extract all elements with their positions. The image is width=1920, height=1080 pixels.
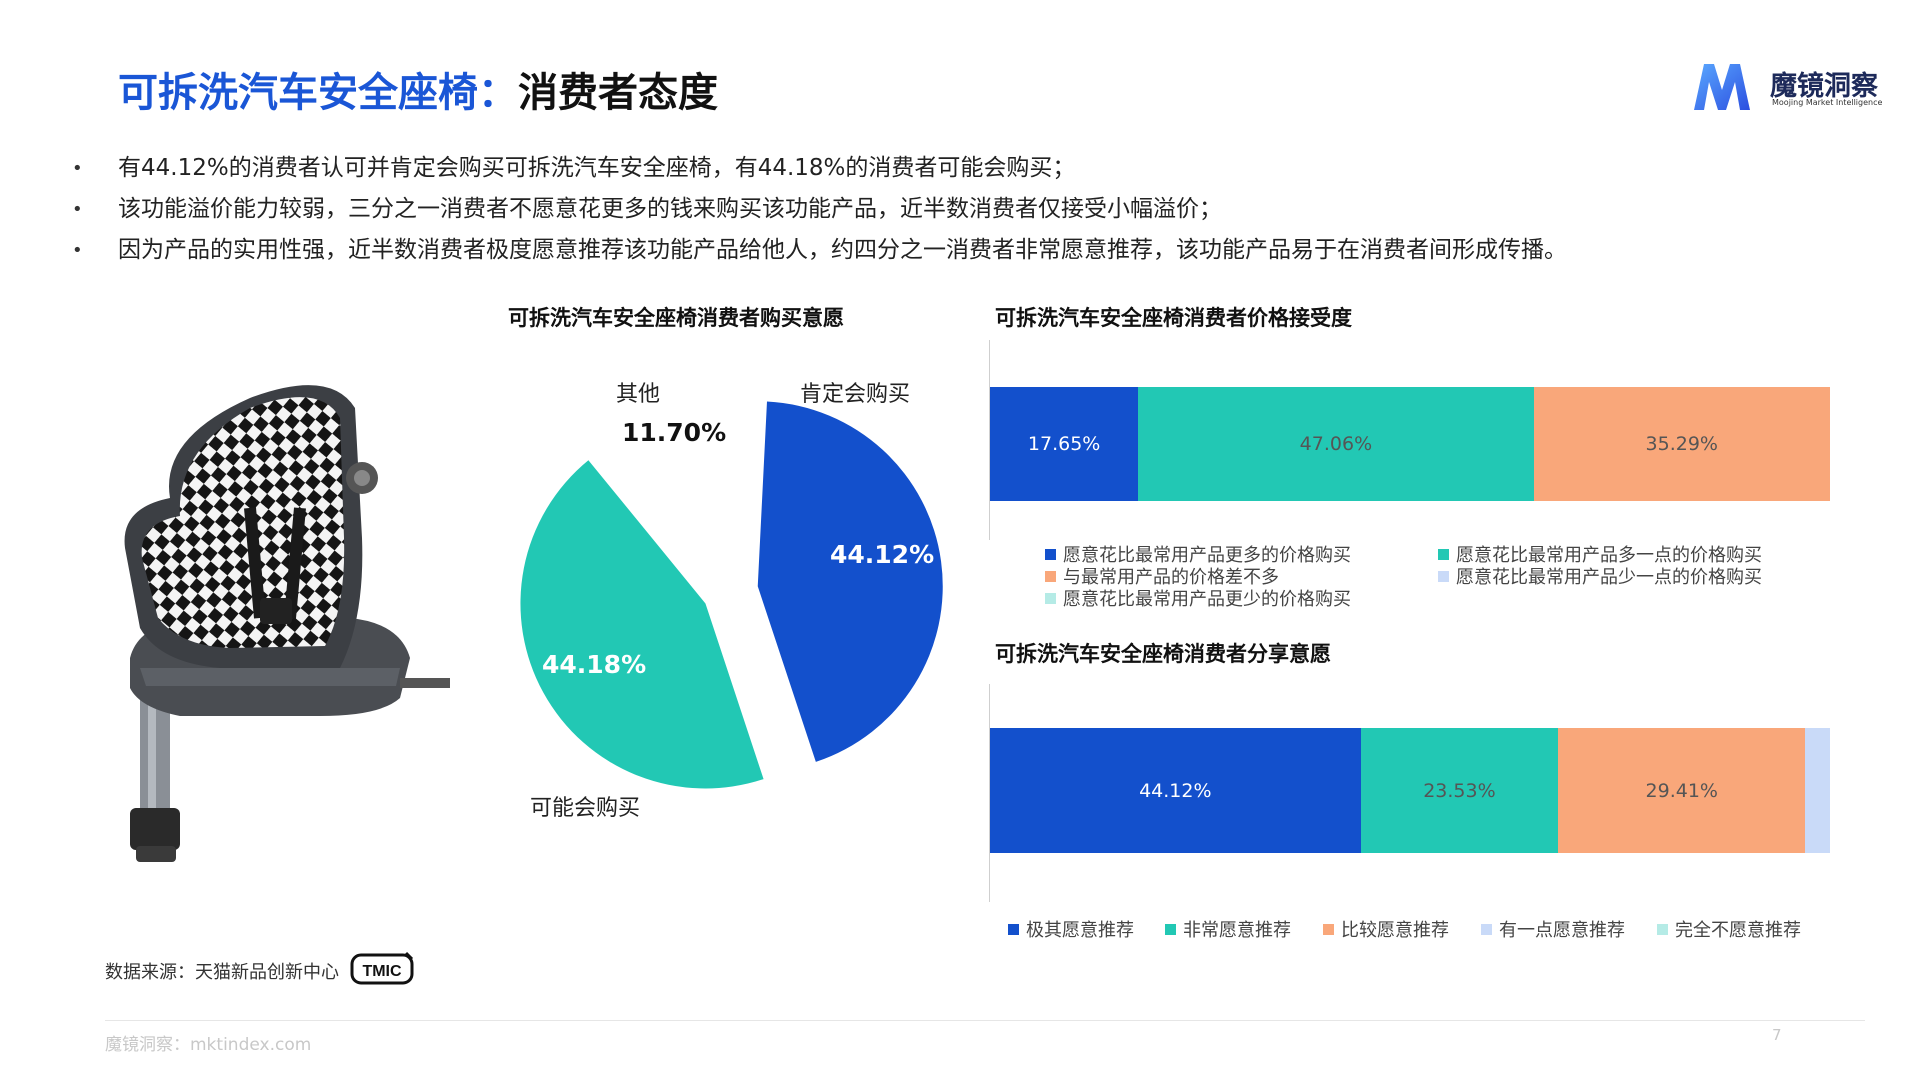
legend-swatch xyxy=(1045,570,1056,582)
share-bar-segment-4 xyxy=(1805,728,1830,853)
share-bar-segment-2: 23.53% xyxy=(1360,728,1559,853)
legend-swatch xyxy=(1323,923,1334,935)
logo-subtitle: Moojing Market Intelligence xyxy=(1772,98,1883,107)
bullet-item: 该功能溢价能力较弱，三分之一消费者不愿意花更多的钱来购买该功能产品，近半数消费者… xyxy=(70,189,1890,230)
pie-slice-name-maybe-buy: 可能会购买 xyxy=(530,796,641,821)
share-legend-item: 比较愿意推荐 xyxy=(1323,916,1449,942)
share-legend-item: 有一点愿意推荐 xyxy=(1481,916,1625,942)
share-bar-label-2: 23.53% xyxy=(1423,779,1496,802)
pie-slice-definitely-buy xyxy=(757,401,943,762)
price-bar-segment-2: 47.06% xyxy=(1138,387,1534,501)
price-bar-label-2: 47.06% xyxy=(1299,433,1373,455)
legend-swatch xyxy=(1008,923,1019,935)
purchase-intent-pie-chart xyxy=(520,378,943,789)
bullet-item: 因为产品的实用性强，近半数消费者极度愿意推荐该功能产品给他人，约四分之一消费者非… xyxy=(70,230,1890,271)
price-chart-title: 可拆洗汽车安全座椅消费者价格接受度 xyxy=(995,306,1352,330)
price-legend-item: 愿意花比最常用产品少一点的价格购买 xyxy=(1438,563,1762,589)
share-bar-label-3: 29.41% xyxy=(1645,779,1718,802)
car-seat-image xyxy=(124,385,450,862)
pie-value-other: 11.70% xyxy=(622,418,727,447)
legend-swatch xyxy=(1657,923,1668,935)
legend-swatch xyxy=(1165,923,1176,935)
page-title: 可拆洗汽车安全座椅：消费者态度 xyxy=(118,60,718,118)
share-willingness-stacked-bar: 44.12% 23.53% 29.41% xyxy=(990,728,1830,853)
pie-value-definitely-buy: 44.12% xyxy=(830,540,935,569)
legend-swatch xyxy=(1045,548,1056,560)
legend-label: 与最常用产品的价格差不多 xyxy=(1063,567,1279,588)
share-legend-item: 极其愿意推荐 xyxy=(1008,916,1134,942)
bullet-item: 有44.12%的消费者认可并肯定会购买可拆洗汽车安全座椅，有44.18%的消费者… xyxy=(70,148,1890,189)
legend-label: 极其愿意推荐 xyxy=(1026,920,1134,941)
pie-slice-name-definitely-buy: 肯定会购买 xyxy=(800,382,911,407)
legend-label: 愿意花比最常用产品更少的价格购买 xyxy=(1063,589,1351,610)
share-chart-title: 可拆洗汽车安全座椅消费者分享意愿 xyxy=(995,642,1331,666)
pie-slice-other xyxy=(604,378,731,564)
tmic-badge-icon: TMIC xyxy=(350,951,414,985)
footer-text: 魔镜洞察：mktindex.com xyxy=(105,1035,312,1055)
moojing-logo-icon xyxy=(1694,64,1750,110)
share-bar-label-1: 44.12% xyxy=(1139,779,1212,802)
share-legend-item: 非常愿意推荐 xyxy=(1165,916,1291,942)
tmic-badge-text: TMIC xyxy=(362,963,402,980)
price-legend-item: 愿意花比最常用产品多一点的价格购买 xyxy=(1438,541,1762,567)
price-bar-segment-3: 35.29% xyxy=(1533,387,1830,501)
share-chart-axis xyxy=(989,684,990,902)
pie-value-maybe-buy: 44.18% xyxy=(542,650,647,679)
price-legend-item: 愿意花比最常用产品更多的价格购买 xyxy=(1045,541,1351,567)
price-bar-segment-1: 17.65% xyxy=(990,387,1139,501)
share-bar-segment-1: 44.12% xyxy=(990,728,1361,853)
summary-bullets: 有44.12%的消费者认可并肯定会购买可拆洗汽车安全座椅，有44.18%的消费者… xyxy=(70,148,1890,271)
page-title-topic: 可拆洗汽车安全座椅： xyxy=(118,70,518,116)
price-acceptance-stacked-bar: 17.65% 47.06% 35.29% xyxy=(990,387,1830,501)
footer-divider xyxy=(105,1020,1865,1021)
data-source: 数据来源：天猫新品创新中心 xyxy=(105,962,339,983)
share-legend-item: 完全不愿意推荐 xyxy=(1657,916,1801,942)
pie-slice-name-other: 其他 xyxy=(616,382,661,407)
price-bar-label-3: 35.29% xyxy=(1645,433,1718,455)
price-legend-item: 愿意花比最常用产品更少的价格购买 xyxy=(1045,585,1351,611)
legend-label: 完全不愿意推荐 xyxy=(1675,920,1801,941)
price-bar-label-1: 17.65% xyxy=(1027,433,1101,455)
legend-swatch xyxy=(1481,923,1492,935)
legend-label: 非常愿意推荐 xyxy=(1183,920,1291,941)
legend-swatch xyxy=(1438,570,1449,582)
legend-label: 愿意花比最常用产品少一点的价格购买 xyxy=(1456,567,1762,588)
pie-slice-maybe-buy xyxy=(520,460,764,789)
price-chart-axis xyxy=(989,340,990,540)
legend-label: 愿意花比最常用产品多一点的价格购买 xyxy=(1456,545,1762,566)
price-legend-item: 与最常用产品的价格差不多 xyxy=(1045,563,1279,589)
logo-text: 魔镜洞察 xyxy=(1770,71,1878,102)
share-bar-segment-3: 29.41% xyxy=(1558,728,1806,853)
legend-swatch xyxy=(1438,548,1449,560)
legend-label: 比较愿意推荐 xyxy=(1341,920,1449,941)
page-title-subject: 消费者态度 xyxy=(518,70,718,116)
legend-label: 有一点愿意推荐 xyxy=(1499,920,1625,941)
page-number: 7 xyxy=(1772,1026,1782,1044)
legend-label: 愿意花比最常用产品更多的价格购买 xyxy=(1063,545,1351,566)
pie-chart-title: 可拆洗汽车安全座椅消费者购买意愿 xyxy=(508,306,844,330)
legend-swatch xyxy=(1045,592,1056,604)
